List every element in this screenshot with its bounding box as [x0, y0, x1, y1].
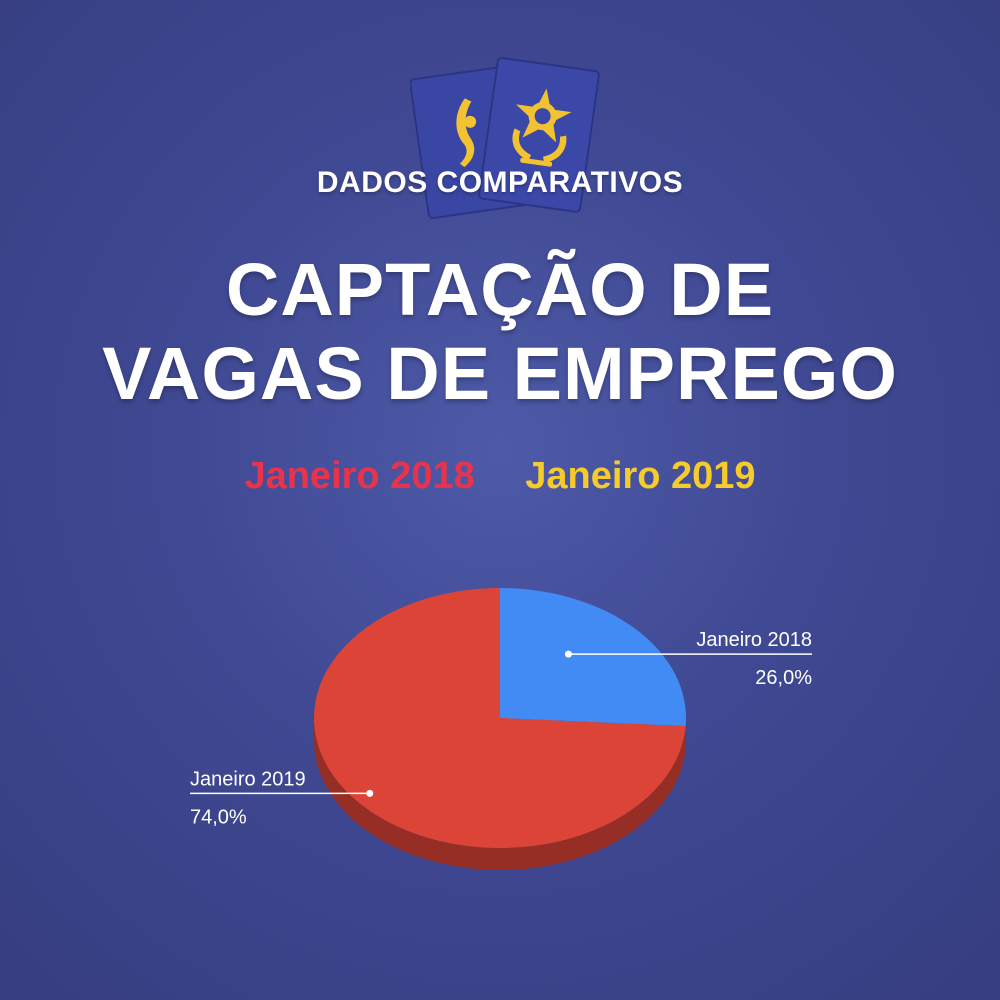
pie-label-0: Janeiro 2018 26,0%: [564, 629, 812, 689]
pie-slice-0: [500, 588, 687, 727]
title-line-2: VAGAS DE EMPREGO: [102, 332, 898, 415]
legend-item-2019: Janeiro 2019: [525, 455, 756, 497]
legend-item-2018: Janeiro 2018: [244, 455, 475, 497]
pie-label-value-1: 74,0%: [190, 806, 247, 828]
legend: Janeiro 2018 Janeiro 2019: [0, 455, 1000, 498]
pie-label-value-0: 26,0%: [755, 667, 812, 689]
pie-label-name-0: Janeiro 2018: [696, 629, 812, 651]
kicker-text: DADOS COMPARATIVOS: [316, 166, 684, 199]
pie-label-1: Janeiro 2019 74,0%: [190, 768, 374, 828]
brazil-coat-of-arms-booklet-icon: [410, 56, 600, 219]
pie-chart: Janeiro 2018 26,0% Janeiro 2019 74,0%: [190, 588, 812, 871]
pie-label-name-1: Janeiro 2019: [190, 768, 306, 790]
pie-slice-1: [314, 588, 686, 848]
pie-slice-side-1: [314, 718, 686, 871]
page-title: CAPTAÇÃO DE VAGAS DE EMPREGO: [0, 248, 1000, 416]
title-line-1: CAPTAÇÃO DE: [225, 248, 775, 331]
